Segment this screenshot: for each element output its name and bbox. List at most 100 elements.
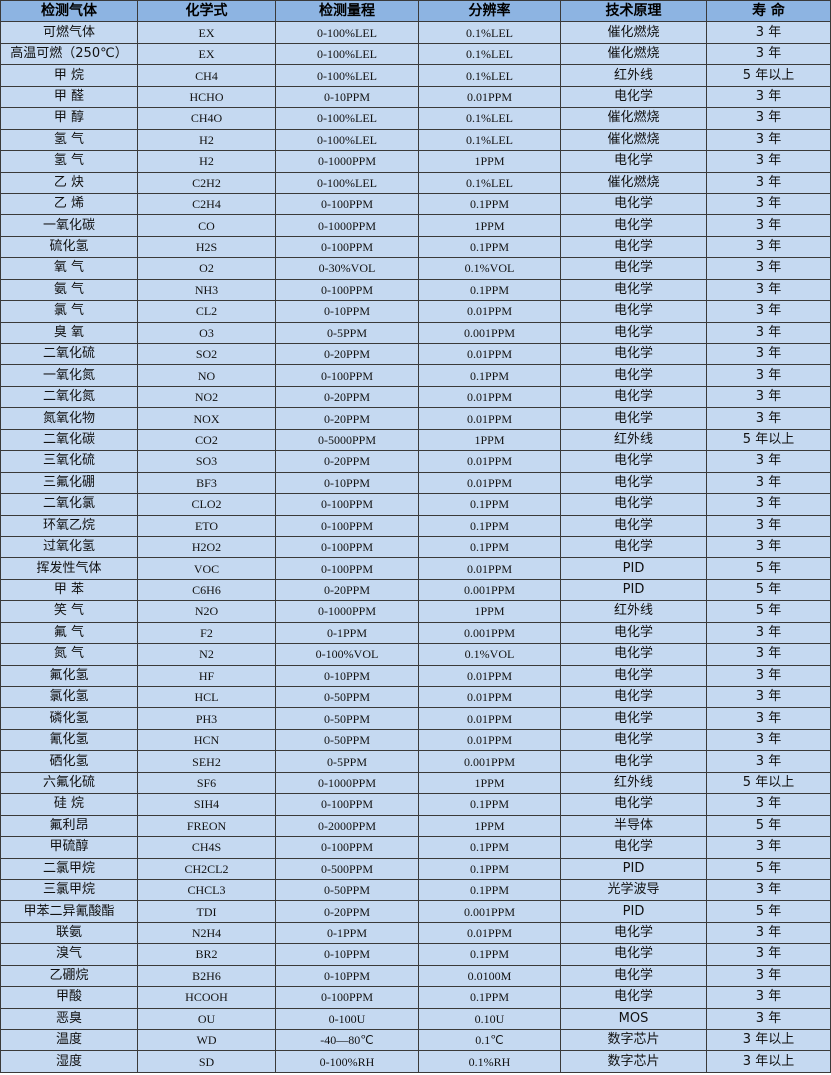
lifespan-cell: 3 年	[706, 493, 831, 516]
resolution-cell: 1PPM	[418, 150, 561, 173]
formula-cell: TDI	[137, 900, 276, 923]
principle-cell: 红外线	[560, 64, 707, 87]
formula-cell: B2H6	[137, 964, 276, 988]
gas-cell: 臭 氧	[0, 321, 138, 345]
table-row: 甲硫醇 CH4S 0-100PPM 0.1PPM 电化学 3 年	[0, 836, 831, 859]
lifespan-cell: 5 年以上	[706, 64, 831, 87]
formula-cell: O2	[137, 257, 276, 280]
resolution-cell: 1PPM	[418, 428, 561, 452]
gas-cell: 硅 烷	[0, 793, 138, 816]
resolution-cell: 0.001PPM	[418, 321, 561, 345]
lifespan-cell: 3 年	[706, 128, 831, 152]
principle-cell: 红外线	[560, 600, 707, 623]
gas-cell: 甲 醛	[0, 85, 138, 109]
lifespan-cell: 3 年	[706, 342, 831, 366]
table-row: 可燃气体 EX 0-100%LEL 0.1%LEL 催化燃烧 3 年	[0, 21, 831, 44]
range-cell: 0-100%LEL	[275, 171, 419, 194]
range-cell: 0-50PPM	[275, 728, 419, 752]
formula-cell: CL2	[137, 300, 276, 323]
header-principle: 技术原理	[560, 0, 707, 23]
resolution-cell: 0.1%RH	[418, 1050, 561, 1073]
formula-cell: HCOOH	[137, 986, 276, 1009]
table-row: 过氧化氢 H2O2 0-100PPM 0.1PPM 电化学 3 年	[0, 535, 831, 559]
gas-cell: 笑 气	[0, 600, 138, 623]
principle-cell: 催化燃烧	[560, 171, 707, 194]
formula-cell: VOC	[137, 557, 276, 580]
table-row: 三氯甲烷 CHCL3 0-50PPM 0.1PPM 光学波导 3 年	[0, 878, 831, 902]
table-row: 笑 气 N2O 0-1000PPM 1PPM 红外线 5 年	[0, 600, 831, 623]
principle-cell: 电化学	[560, 150, 707, 173]
formula-cell: NH3	[137, 278, 276, 302]
formula-cell: EX	[137, 21, 276, 44]
range-cell: 0-20PPM	[275, 578, 419, 602]
table-row: 二氧化氮 NO2 0-20PPM 0.01PPM 电化学 3 年	[0, 385, 831, 409]
formula-cell: CLO2	[137, 493, 276, 516]
lifespan-cell: 5 年	[706, 557, 831, 580]
resolution-cell: 0.001PPM	[418, 900, 561, 923]
table-row: 甲酸 HCOOH 0-100PPM 0.1PPM 电化学 3 年	[0, 986, 831, 1009]
gas-cell: 甲苯二异氰酸酯	[0, 900, 138, 923]
principle-cell: 电化学	[560, 278, 707, 302]
principle-cell: 红外线	[560, 428, 707, 452]
gas-cell: 氮 气	[0, 643, 138, 666]
gas-cell: 硒化氢	[0, 750, 138, 773]
range-cell: 0-20PPM	[275, 407, 419, 430]
principle-cell: 催化燃烧	[560, 42, 707, 66]
principle-cell: 电化学	[560, 643, 707, 666]
gas-cell: 甲 醇	[0, 107, 138, 130]
gas-cell: 环氧乙烷	[0, 514, 138, 537]
resolution-cell: 0.01PPM	[418, 450, 561, 473]
resolution-cell: 1PPM	[418, 600, 561, 623]
formula-cell: H2O2	[137, 535, 276, 559]
formula-cell: SO3	[137, 450, 276, 473]
table-row: 一氧化氮 NO 0-100PPM 0.1PPM 电化学 3 年	[0, 364, 831, 387]
table-row: 氧 气 O2 0-30%VOL 0.1%VOL 电化学 3 年	[0, 257, 831, 280]
table-row: 氯化氢 HCL 0-50PPM 0.01PPM 电化学 3 年	[0, 685, 831, 709]
range-cell: 0-20PPM	[275, 385, 419, 409]
lifespan-cell: 3 年	[706, 986, 831, 1009]
lifespan-cell: 3 年	[706, 214, 831, 237]
gas-cell: 湿度	[0, 1050, 138, 1073]
formula-cell: N2O	[137, 600, 276, 623]
principle-cell: 电化学	[560, 685, 707, 709]
table-row: 氰化氢 HCN 0-50PPM 0.01PPM 电化学 3 年	[0, 728, 831, 752]
table-row: 磷化氢 PH3 0-50PPM 0.01PPM 电化学 3 年	[0, 707, 831, 730]
range-cell: 0-20PPM	[275, 342, 419, 366]
formula-cell: HF	[137, 664, 276, 688]
lifespan-cell: 5 年	[706, 578, 831, 602]
formula-cell: SO2	[137, 342, 276, 366]
gas-cell: 氨 气	[0, 278, 138, 302]
formula-cell: OU	[137, 1007, 276, 1031]
lifespan-cell: 5 年以上	[706, 771, 831, 795]
range-cell: 0-10PPM	[275, 943, 419, 966]
range-cell: 0-30%VOL	[275, 257, 419, 280]
resolution-cell: 0.1%LEL	[418, 42, 561, 66]
lifespan-cell: 3 年以上	[706, 1028, 831, 1052]
gas-cell: 氧 气	[0, 257, 138, 280]
principle-cell: 电化学	[560, 964, 707, 988]
resolution-cell: 1PPM	[418, 814, 561, 838]
header-gas: 检测气体	[0, 0, 138, 23]
resolution-cell: 0.01PPM	[418, 664, 561, 688]
gas-cell: 恶臭	[0, 1007, 138, 1031]
gas-cell: 氢 气	[0, 128, 138, 152]
lifespan-cell: 3 年	[706, 943, 831, 966]
formula-cell: SD	[137, 1050, 276, 1073]
resolution-cell: 0.001PPM	[418, 621, 561, 645]
range-cell: 0-100PPM	[275, 235, 419, 259]
resolution-cell: 0.01PPM	[418, 707, 561, 730]
lifespan-cell: 3 年	[706, 107, 831, 130]
resolution-cell: 0.1PPM	[418, 364, 561, 387]
lifespan-cell: 3 年	[706, 878, 831, 902]
range-cell: 0-100PPM	[275, 535, 419, 559]
gas-cell: 甲 苯	[0, 578, 138, 602]
lifespan-cell: 3 年	[706, 685, 831, 709]
table-row: 环氧乙烷 ETO 0-100PPM 0.1PPM 电化学 3 年	[0, 514, 831, 537]
resolution-cell: 0.1PPM	[418, 878, 561, 902]
formula-cell: CO	[137, 214, 276, 237]
principle-cell: 电化学	[560, 321, 707, 345]
table-row: 三氟化硼 BF3 0-10PPM 0.01PPM 电化学 3 年	[0, 471, 831, 495]
lifespan-cell: 3 年	[706, 707, 831, 730]
range-cell: 0-500PPM	[275, 857, 419, 880]
